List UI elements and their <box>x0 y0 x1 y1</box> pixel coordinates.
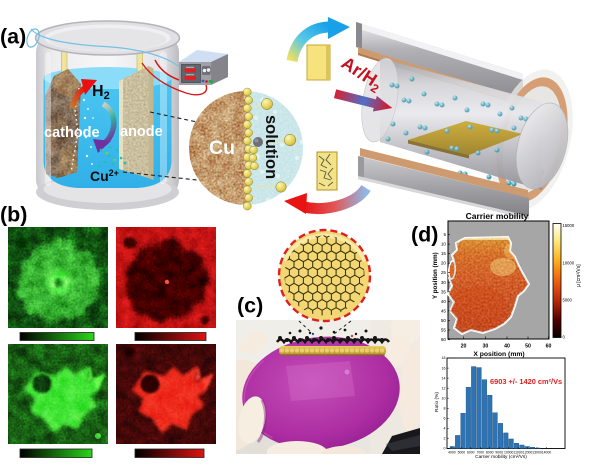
svg-text:25: 25 <box>441 270 447 275</box>
svg-text:8000: 8000 <box>486 450 494 454</box>
svg-text:12000: 12000 <box>523 450 533 454</box>
svg-text:60: 60 <box>546 344 552 350</box>
svg-text:4000: 4000 <box>448 450 456 454</box>
svg-text:9000: 9000 <box>495 450 503 454</box>
svg-text:40: 40 <box>504 344 510 350</box>
svg-text:30: 30 <box>483 344 489 350</box>
svg-text:50: 50 <box>441 318 447 323</box>
svg-text:10000: 10000 <box>504 450 514 454</box>
svg-text:14000: 14000 <box>542 450 552 454</box>
svg-text:anode: anode <box>120 124 163 140</box>
svg-text:Carrier mobility (cm²/Vs): Carrier mobility (cm²/Vs) <box>475 454 527 460</box>
svg-text:55: 55 <box>441 328 447 333</box>
svg-text:cathode: cathode <box>44 125 100 141</box>
svg-text:6000: 6000 <box>467 450 475 454</box>
svg-text:5000: 5000 <box>563 298 573 303</box>
svg-text:(d): (d) <box>411 223 438 247</box>
svg-text:15: 15 <box>441 251 447 256</box>
svg-text:7000: 7000 <box>477 450 485 454</box>
svg-text:(b): (b) <box>0 203 27 227</box>
svg-text:16: 16 <box>442 366 446 370</box>
svg-text:18: 18 <box>442 356 446 360</box>
svg-text:2: 2 <box>444 437 446 441</box>
svg-text:6: 6 <box>444 417 446 421</box>
svg-text:Carrier mobility: Carrier mobility <box>466 211 529 221</box>
svg-text:45: 45 <box>441 308 447 313</box>
svg-text:6903 +/- 1420 cm²/Vs: 6903 +/- 1420 cm²/Vs <box>490 377 562 386</box>
svg-text:0: 0 <box>563 335 566 340</box>
svg-text:X position (mm): X position (mm) <box>473 351 524 358</box>
svg-text:35: 35 <box>441 289 447 294</box>
svg-text:15000: 15000 <box>563 223 575 228</box>
svg-text:20: 20 <box>461 344 467 350</box>
svg-text:30: 30 <box>441 280 447 285</box>
svg-text:14: 14 <box>442 376 446 380</box>
svg-text:20: 20 <box>441 261 447 266</box>
svg-text:50: 50 <box>525 344 531 350</box>
svg-text:solution: solution <box>262 115 280 179</box>
svg-text:11000: 11000 <box>514 450 523 454</box>
svg-text:(c): (c) <box>237 294 263 318</box>
svg-text:5000: 5000 <box>458 450 466 454</box>
svg-text:10000: 10000 <box>563 261 575 266</box>
svg-text:4: 4 <box>444 427 446 431</box>
svg-text:12: 12 <box>442 386 446 390</box>
svg-text:Ratio (%): Ratio (%) <box>434 392 440 412</box>
svg-text:10: 10 <box>441 242 447 247</box>
svg-text:40: 40 <box>441 299 447 304</box>
svg-text:60: 60 <box>441 337 447 342</box>
svg-text:Cu: Cu <box>209 137 235 159</box>
svg-text:10: 10 <box>442 396 446 400</box>
svg-text:(a): (a) <box>0 25 26 49</box>
svg-text:5: 5 <box>443 232 446 237</box>
svg-text:μ [cm²/Vs]: μ [cm²/Vs] <box>576 264 582 287</box>
svg-text:8: 8 <box>444 407 446 411</box>
svg-text:Y position (mm): Y position (mm) <box>432 252 439 299</box>
svg-text:0: 0 <box>444 447 446 451</box>
svg-text:13000: 13000 <box>532 450 542 454</box>
